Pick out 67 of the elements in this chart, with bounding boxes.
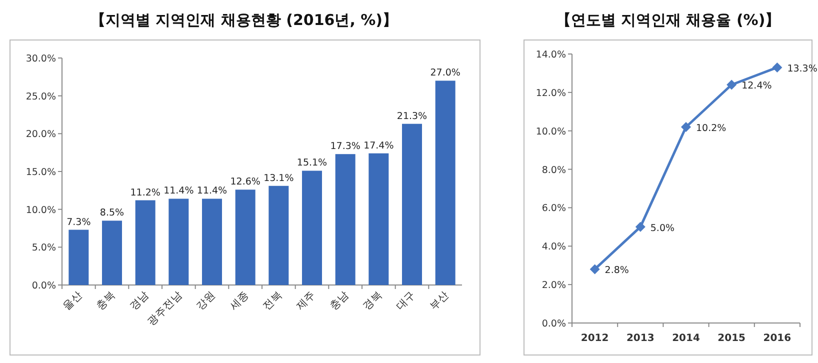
y-tick-label: 8.0% bbox=[542, 164, 566, 176]
y-tick-label: 14.0% bbox=[536, 50, 566, 60]
x-tick-label: 경남 bbox=[127, 288, 152, 313]
y-tick-label: 4.0% bbox=[542, 242, 566, 253]
x-tick-label: 울산 bbox=[60, 288, 85, 313]
x-tick-label: 전북 bbox=[260, 288, 285, 313]
bar bbox=[168, 198, 189, 285]
data-label: 13.3% bbox=[787, 63, 818, 74]
y-tick-label: 10.0% bbox=[536, 126, 566, 138]
data-label: 7.3% bbox=[66, 216, 91, 228]
x-tick-label: 경북 bbox=[360, 288, 385, 313]
y-tick-label: 0.0% bbox=[32, 280, 56, 292]
data-label: 15.1% bbox=[296, 158, 328, 169]
bar bbox=[335, 154, 356, 285]
data-label: 12.4% bbox=[742, 80, 772, 92]
x-tick-label: 2016 bbox=[763, 333, 792, 344]
y-tick-label: 10.0% bbox=[26, 204, 56, 216]
bar bbox=[135, 200, 156, 285]
bar bbox=[368, 153, 389, 285]
y-tick-label: 0.0% bbox=[542, 318, 566, 330]
chart-title: 【연도별 지역인재 채용율 (%)】 bbox=[556, 11, 780, 29]
x-tick-label: 2013 bbox=[626, 333, 654, 344]
data-label: 8.5% bbox=[100, 208, 124, 219]
y-tick-label: 6.0% bbox=[542, 203, 566, 214]
bar bbox=[202, 198, 222, 285]
data-label: 13.1% bbox=[264, 172, 294, 184]
y-tick-label: 30.0% bbox=[26, 54, 56, 64]
data-label: 27.0% bbox=[430, 68, 460, 79]
y-tick-label: 15.0% bbox=[26, 167, 56, 178]
data-label: 11.2% bbox=[130, 187, 160, 198]
y-tick-label: 5.0% bbox=[32, 242, 56, 254]
x-tick-label: 제주 bbox=[294, 288, 318, 313]
bar bbox=[68, 230, 89, 285]
point bbox=[635, 222, 646, 232]
x-tick-label: 충남 bbox=[327, 288, 352, 313]
point bbox=[681, 122, 691, 132]
bar bbox=[268, 186, 289, 285]
y-tick-label: 20.0% bbox=[26, 129, 56, 140]
bar bbox=[102, 220, 122, 285]
bar bbox=[302, 170, 322, 285]
x-tick-label: 대구 bbox=[394, 288, 418, 313]
data-label: 12.6% bbox=[230, 176, 260, 188]
chart-title: 【지역별 지역인재 채용현황 (2016년, %)】 bbox=[90, 11, 398, 29]
data-label: 11.4% bbox=[164, 186, 194, 197]
point bbox=[726, 80, 737, 90]
y-tick-label: 2.0% bbox=[542, 280, 566, 292]
point bbox=[590, 264, 600, 274]
x-tick-label: 2015 bbox=[718, 333, 746, 344]
bar bbox=[402, 124, 422, 285]
y-tick-label: 25.0% bbox=[26, 91, 56, 102]
data-label: 21.3% bbox=[396, 110, 428, 122]
x-tick-label: 세종 bbox=[227, 288, 252, 313]
bar bbox=[435, 80, 456, 285]
x-tick-label: 충북 bbox=[94, 288, 118, 313]
x-tick-label: 2014 bbox=[672, 333, 700, 344]
data-label: 11.4% bbox=[196, 186, 228, 197]
data-label: 2.8% bbox=[604, 265, 629, 276]
data-label: 10.2% bbox=[696, 123, 726, 134]
data-label: 17.4% bbox=[364, 140, 394, 152]
bar bbox=[235, 190, 256, 285]
data-label: 5.0% bbox=[650, 222, 675, 234]
point bbox=[772, 62, 782, 72]
x-tick-label: 2012 bbox=[580, 333, 609, 344]
x-tick-label: 강원 bbox=[194, 288, 218, 313]
x-tick-label: 부산 bbox=[427, 288, 452, 313]
y-tick-label: 12.0% bbox=[536, 88, 566, 99]
data-label: 17.3% bbox=[330, 141, 360, 152]
